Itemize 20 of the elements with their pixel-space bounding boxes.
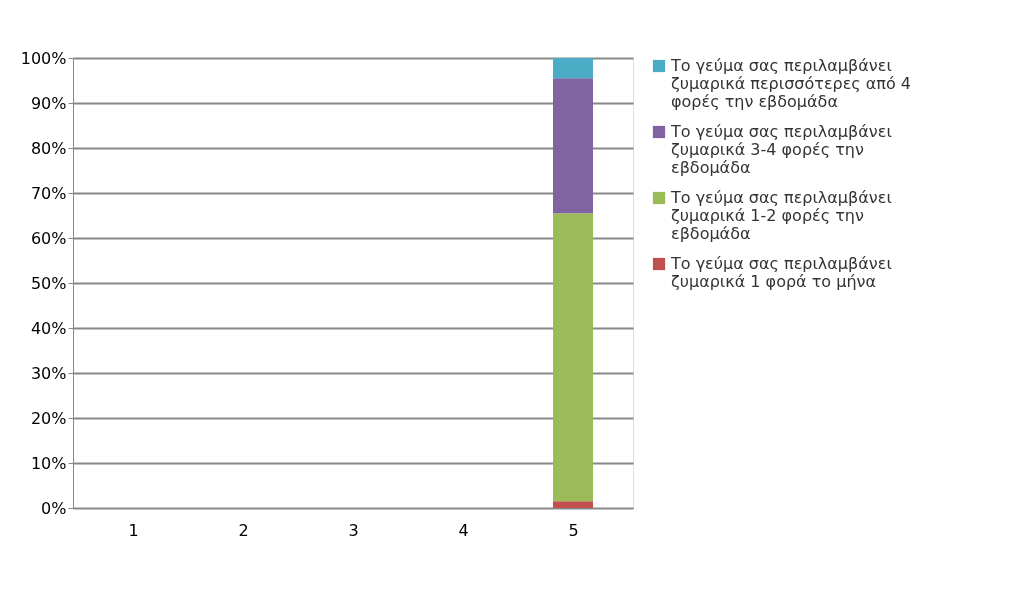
legend-label: Το γεύμα σας περιλαμβάνει ζυμαρικά 1 φορά το μήνα xyxy=(670,254,892,291)
x-tick-label: 2 xyxy=(238,520,249,540)
y-tick-label: 30% xyxy=(30,363,67,383)
y-tick-label: 40% xyxy=(30,318,67,338)
x-tick-label: 3 xyxy=(348,520,359,540)
y-tick-label: 100% xyxy=(20,48,67,68)
y-tick-label: 0% xyxy=(41,498,67,518)
y-tick-label: 90% xyxy=(30,93,67,113)
y-tick-label: 60% xyxy=(30,228,67,248)
y-tick-label: 50% xyxy=(30,273,67,293)
x-tick-label: 5 xyxy=(568,520,579,540)
legend-label: Το γεύμα σας περιλαμβάνει ζυμαρικά 1-2 φορές την εβδομάδα xyxy=(670,188,892,243)
y-tick-label: 80% xyxy=(30,138,67,158)
x-tick-label: 4 xyxy=(458,520,469,540)
y-tick-label: 10% xyxy=(30,453,67,473)
legend-label: Το γεύμα σας περιλαμβάνει ζυμαρικά 3-4 φορές την εβδομάδα xyxy=(670,122,892,177)
legend-label: Το γεύμα σας περιλαμβάνει ζυμαρικά περισσότερες από 4 φορές την εβδομάδα xyxy=(670,56,912,111)
x-tick-label: 1 xyxy=(128,520,139,540)
y-tick-label: 20% xyxy=(30,408,67,428)
y-tick-label: 70% xyxy=(30,183,67,203)
